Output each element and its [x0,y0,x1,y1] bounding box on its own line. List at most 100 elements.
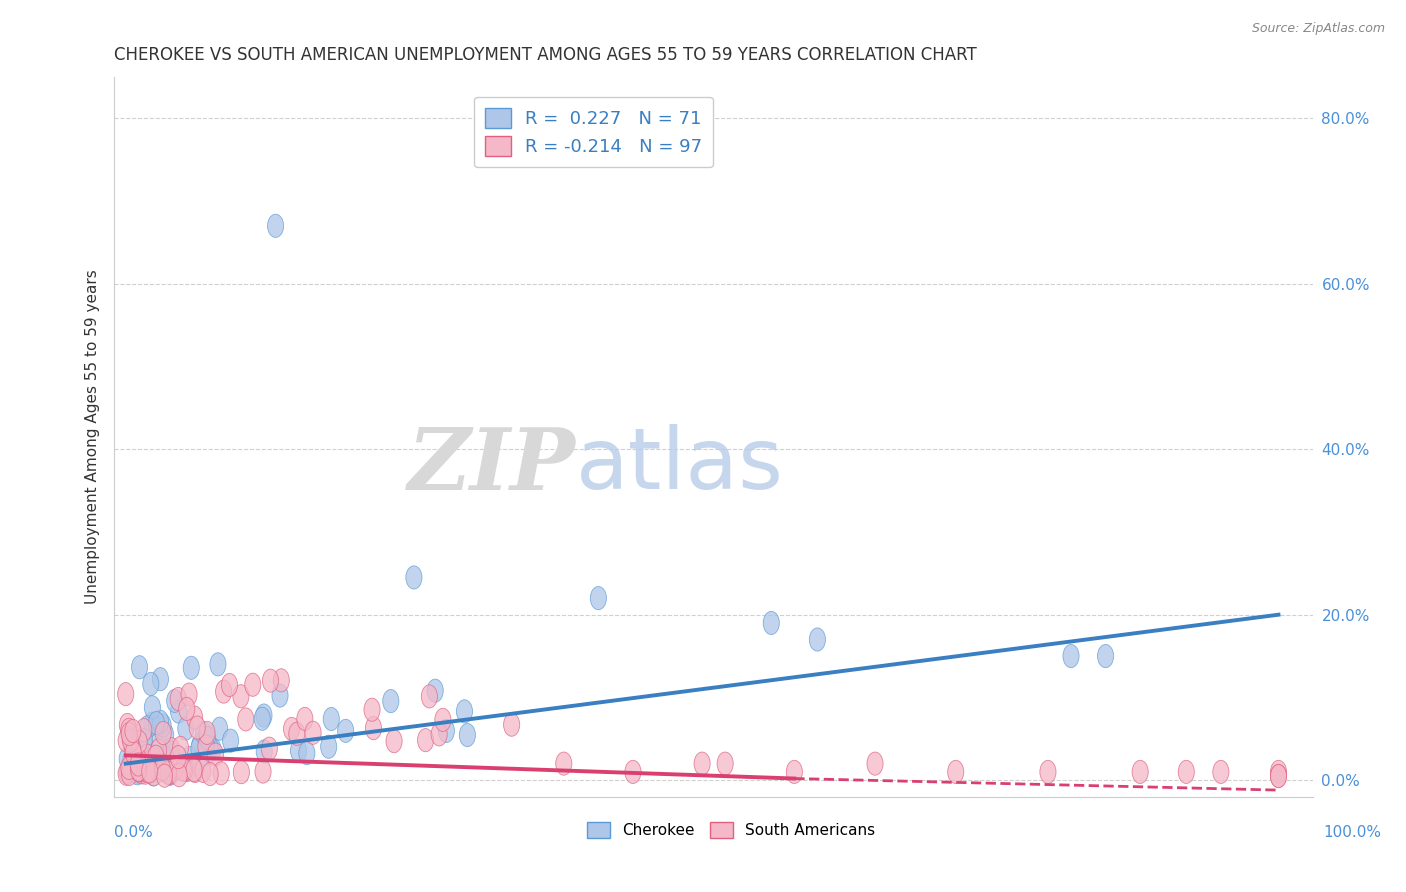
Ellipse shape [187,706,202,729]
Ellipse shape [132,758,149,781]
Ellipse shape [122,729,139,752]
Ellipse shape [155,752,170,775]
Ellipse shape [624,760,641,783]
Ellipse shape [284,717,299,740]
Ellipse shape [205,738,221,761]
Ellipse shape [146,763,162,786]
Ellipse shape [167,756,183,780]
Ellipse shape [460,723,475,747]
Ellipse shape [298,741,315,764]
Ellipse shape [233,761,249,784]
Ellipse shape [181,747,197,770]
Ellipse shape [165,754,181,777]
Ellipse shape [291,739,307,763]
Ellipse shape [129,750,145,773]
Ellipse shape [150,739,166,762]
Ellipse shape [948,760,963,783]
Ellipse shape [1213,760,1229,783]
Ellipse shape [1271,764,1286,788]
Ellipse shape [172,764,187,787]
Ellipse shape [868,752,883,775]
Ellipse shape [207,743,224,766]
Legend: R =  0.227   N = 71, R = -0.214   N = 97: R = 0.227 N = 71, R = -0.214 N = 97 [474,96,713,168]
Ellipse shape [155,757,170,780]
Ellipse shape [337,719,354,742]
Ellipse shape [222,729,239,752]
Ellipse shape [134,761,150,784]
Ellipse shape [148,745,165,768]
Ellipse shape [131,759,146,782]
Ellipse shape [143,673,159,696]
Ellipse shape [179,698,195,721]
Ellipse shape [254,707,270,731]
Ellipse shape [155,714,172,737]
Y-axis label: Unemployment Among Ages 55 to 59 years: Unemployment Among Ages 55 to 59 years [86,269,100,604]
Ellipse shape [297,707,314,731]
Ellipse shape [132,755,149,777]
Ellipse shape [121,756,138,779]
Ellipse shape [191,737,207,760]
Ellipse shape [177,758,193,781]
Ellipse shape [211,717,228,740]
Ellipse shape [1271,764,1286,788]
Ellipse shape [422,685,437,708]
Ellipse shape [127,746,142,769]
Ellipse shape [245,673,262,697]
Ellipse shape [254,760,271,783]
Ellipse shape [160,762,177,785]
Ellipse shape [156,746,173,768]
Ellipse shape [457,700,472,723]
Ellipse shape [382,690,399,713]
Text: atlas: atlas [576,424,783,507]
Ellipse shape [121,718,136,741]
Ellipse shape [176,758,191,781]
Ellipse shape [145,745,160,768]
Ellipse shape [432,723,447,746]
Ellipse shape [263,669,278,692]
Text: Source: ZipAtlas.com: Source: ZipAtlas.com [1251,22,1385,36]
Ellipse shape [149,712,165,735]
Ellipse shape [163,741,180,764]
Ellipse shape [202,763,218,786]
Ellipse shape [200,722,215,745]
Ellipse shape [139,744,155,767]
Ellipse shape [810,628,825,651]
Ellipse shape [439,719,454,742]
Ellipse shape [129,762,145,785]
Ellipse shape [122,727,138,750]
Ellipse shape [305,721,321,744]
Ellipse shape [177,717,194,740]
Ellipse shape [221,673,238,697]
Ellipse shape [200,726,215,749]
Ellipse shape [131,731,148,754]
Ellipse shape [1271,760,1286,783]
Ellipse shape [135,741,152,764]
Ellipse shape [1063,645,1078,667]
Ellipse shape [786,760,803,783]
Ellipse shape [321,735,337,758]
Ellipse shape [157,760,174,783]
Ellipse shape [131,756,146,780]
Ellipse shape [214,762,229,785]
Ellipse shape [138,736,153,759]
Ellipse shape [118,729,134,752]
Ellipse shape [267,214,284,237]
Ellipse shape [173,736,188,759]
Ellipse shape [120,714,135,737]
Text: ZIP: ZIP [408,424,576,508]
Ellipse shape [157,723,174,747]
Ellipse shape [121,723,138,746]
Ellipse shape [155,722,172,745]
Ellipse shape [150,731,167,754]
Ellipse shape [364,698,380,722]
Ellipse shape [273,669,290,692]
Ellipse shape [262,737,277,760]
Ellipse shape [125,741,142,764]
Ellipse shape [555,752,572,775]
Ellipse shape [1132,760,1149,783]
Ellipse shape [187,759,202,782]
Ellipse shape [135,755,152,778]
Ellipse shape [138,759,155,782]
Ellipse shape [136,729,152,752]
Ellipse shape [1040,760,1056,783]
